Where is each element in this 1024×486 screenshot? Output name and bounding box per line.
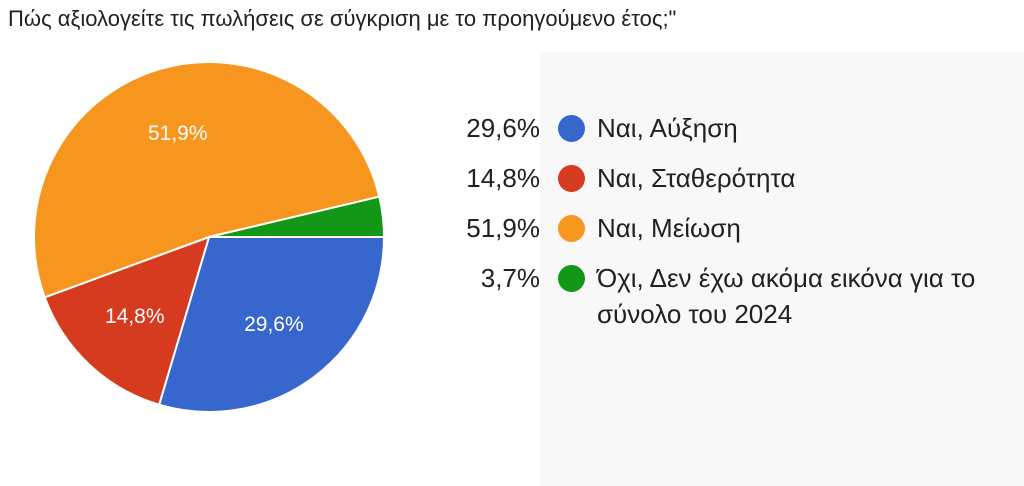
legend-label: Όχι, Δεν έχω ακόμα εικόνα για το σύνολο … (597, 263, 976, 329)
slice-data-label: 14,8% (105, 305, 165, 328)
legend-item-stability: 14,8% Ναι, Σταθερότητα (400, 160, 1020, 196)
legend-swatch-red (558, 165, 585, 192)
legend-swatch-orange (558, 215, 585, 242)
legend-panel-background (540, 52, 1024, 486)
slice-stability (43, 235, 211, 406)
legend-label: Ναι, Μείωση (597, 213, 741, 243)
legend-percent: 14,8% (466, 163, 540, 193)
slice-increase (157, 236, 386, 413)
slice-decrease (33, 61, 381, 299)
legend-swatch-green (558, 265, 585, 292)
slice-no-picture (208, 195, 386, 238)
legend-label: Ναι, Αύξηση (597, 113, 738, 143)
legend-item-decrease: 51,9% Ναι, Μείωση (400, 210, 1020, 246)
legend-label: Ναι, Σταθερότητα (597, 163, 796, 193)
chart-title: Πώς αξιολογείτε τις πωλήσεις σε σύγκριση… (8, 6, 677, 31)
slice-data-label: 51,9% (148, 122, 208, 145)
legend-item-no-picture: 3,7% Όχι, Δεν έχω ακόμα εικόνα για το σύ… (400, 260, 1020, 332)
legend-item-increase: 29,6% Ναι, Αύξηση (400, 110, 1020, 146)
legend-swatch-blue (558, 115, 585, 142)
legend-percent: 3,7% (480, 263, 540, 293)
legend-percent: 51,9% (466, 213, 540, 243)
legend: 29,6% Ναι, Αύξηση 14,8% Ναι, Σταθερότητα… (400, 110, 1020, 346)
slice-data-label: 29,6% (244, 313, 304, 336)
legend-percent: 29,6% (466, 113, 540, 143)
